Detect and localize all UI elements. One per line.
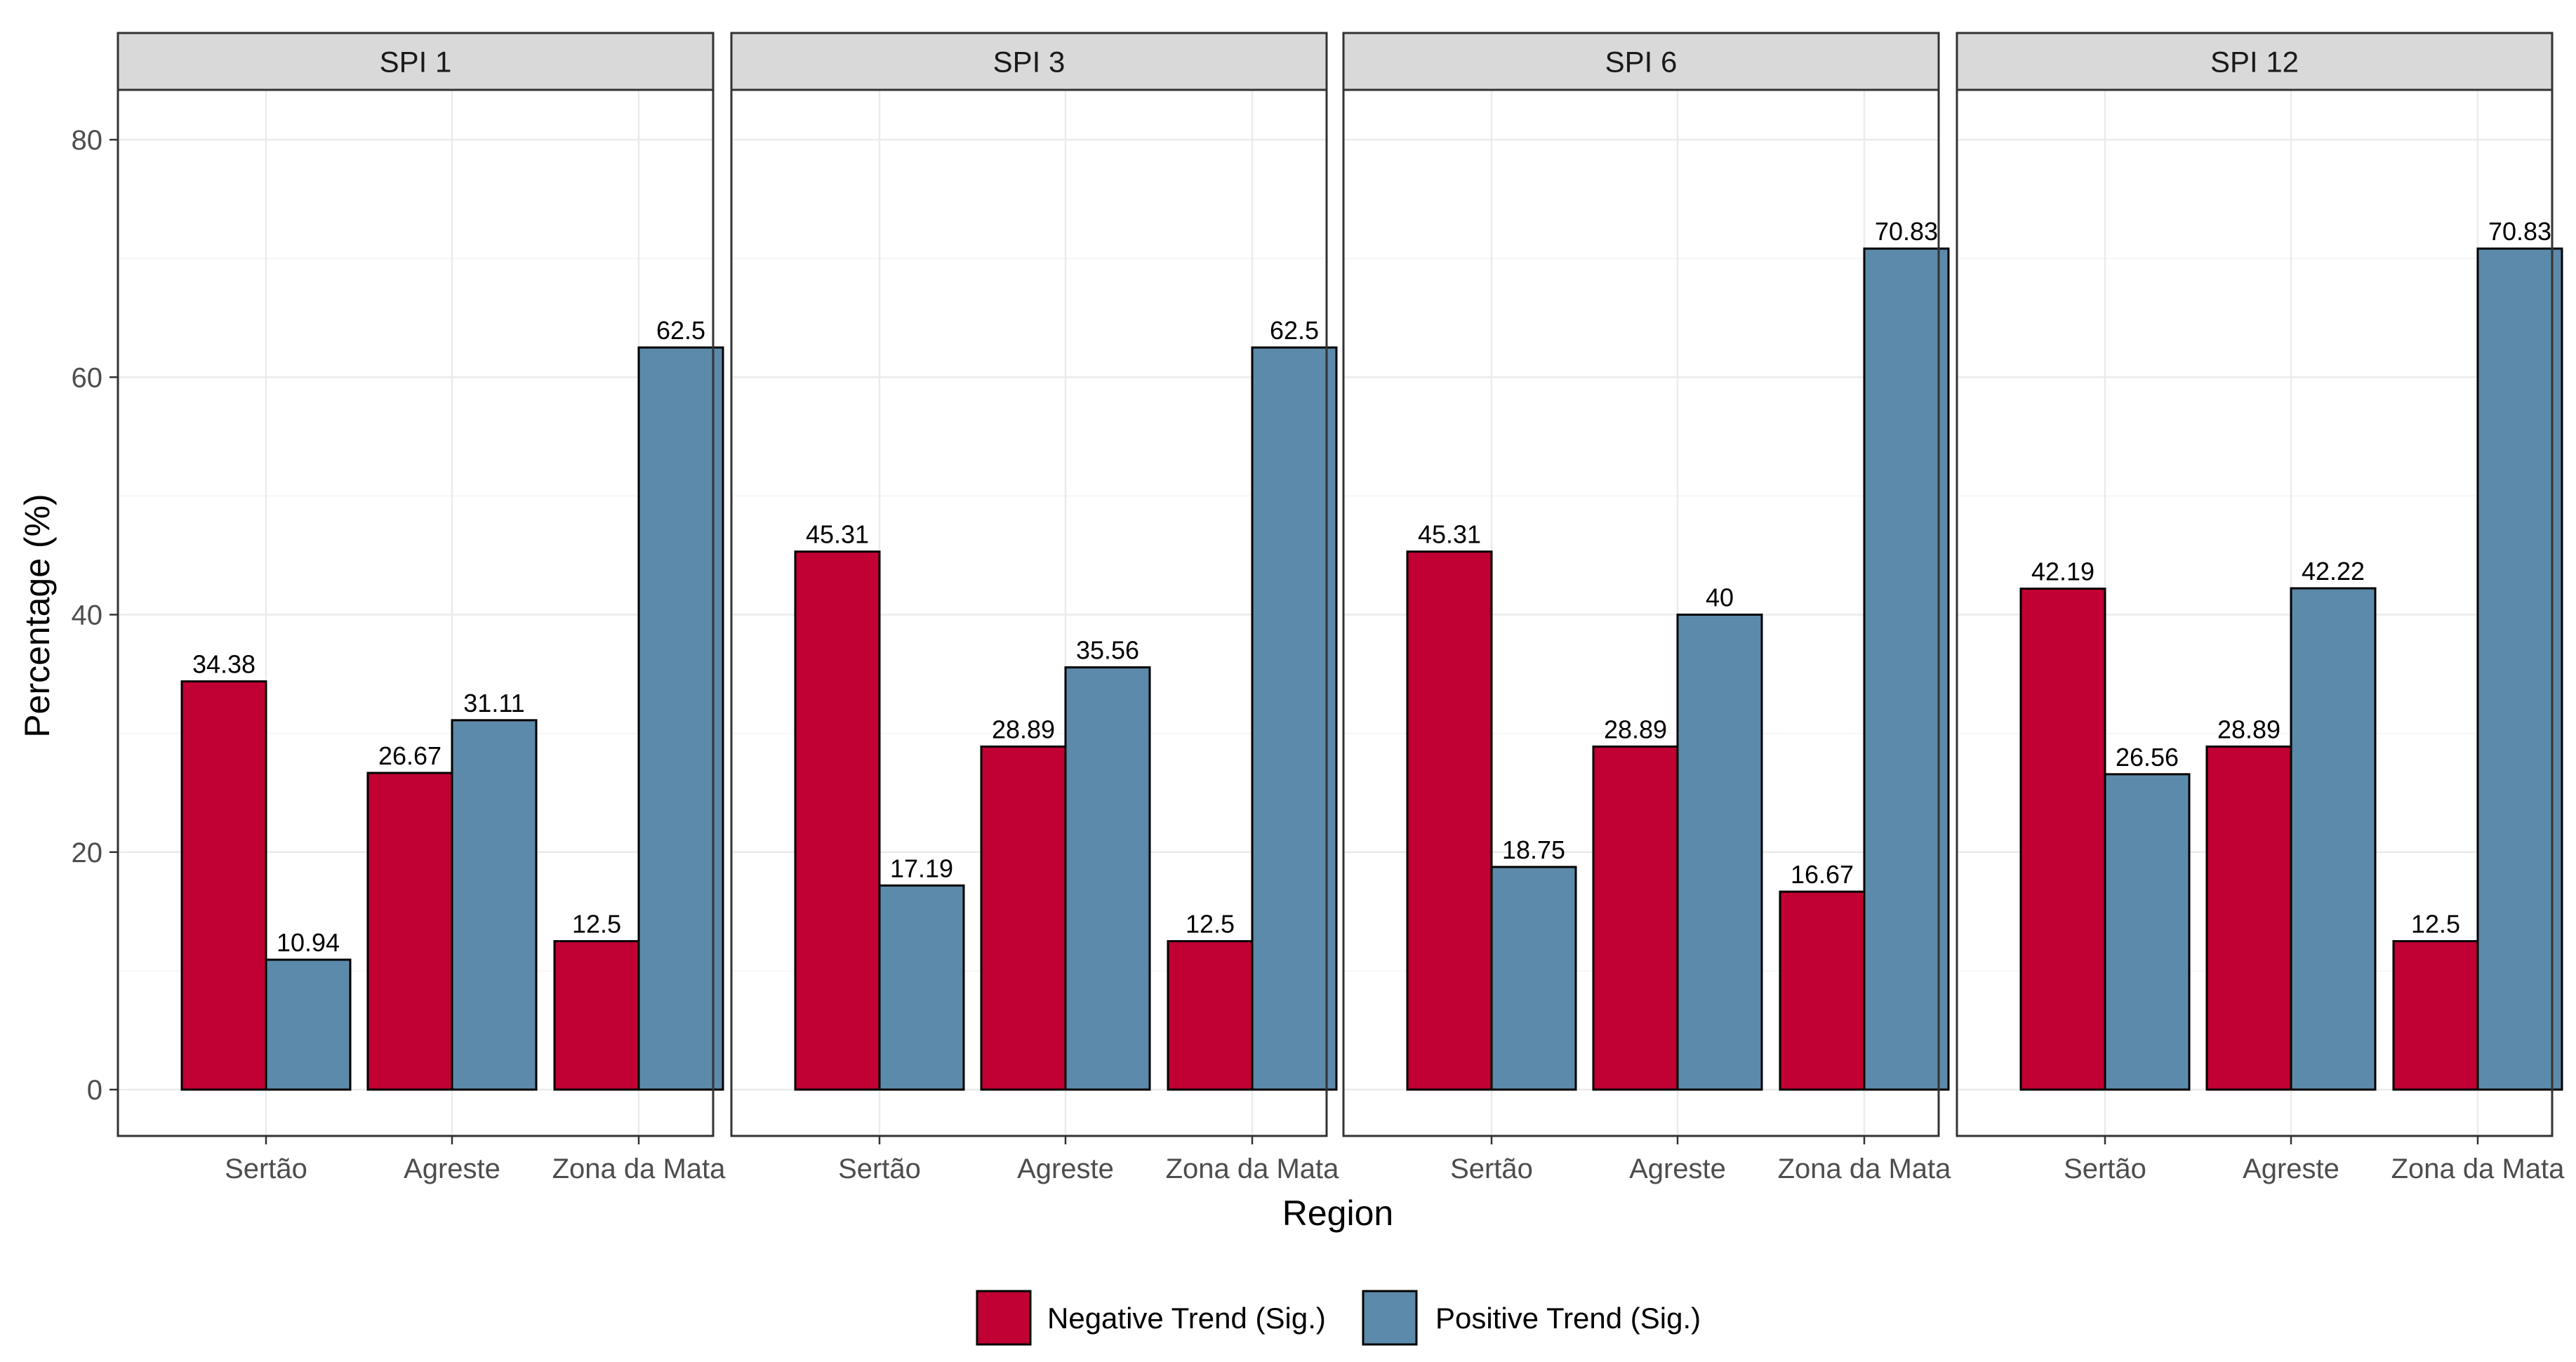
bar-value-label: 18.75 — [1502, 835, 1565, 864]
bar-value-label: 10.94 — [277, 928, 340, 957]
bar-positive-trend — [1490, 866, 1577, 1091]
bar-value-label: 28.89 — [992, 715, 1055, 743]
panel-spi-3: 45.31 17.19 28.89 35.56 12.5 62.5 SPI 3 Sertão A… — [730, 32, 1340, 1184]
legend-item-positive-trend: Positive Trend (Sig.) — [1362, 1290, 1701, 1346]
y-tick-label: 0 — [87, 1075, 102, 1106]
bar-value-label: 28.89 — [1604, 715, 1667, 743]
bar-positive-trend — [1251, 346, 1338, 1091]
legend-item-negative-trend: Negative Trend (Sig.) — [976, 1290, 1326, 1346]
bar-negative-trend — [2019, 587, 2106, 1091]
x-tick-label: Agreste — [1017, 1153, 1114, 1184]
bar-value-label: 17.19 — [890, 854, 953, 882]
legend-label: Negative Trend (Sig.) — [1047, 1302, 1326, 1335]
bar-value-label: 16.67 — [1791, 860, 1854, 889]
y-tick-label: 60 — [72, 362, 103, 393]
bar-negative-trend — [2205, 745, 2292, 1091]
bar-positive-trend — [265, 958, 352, 1091]
bar-value-label: 45.31 — [1418, 520, 1481, 549]
bar-value-label: 40 — [1706, 583, 1734, 612]
y-tick-label: 20 — [72, 838, 103, 868]
bar-value-label: 70.83 — [2488, 217, 2551, 246]
bar-negative-trend — [1779, 890, 1866, 1091]
bar-positive-trend — [2104, 773, 2191, 1091]
panel-spi-12: 42.19 26.56 28.89 42.22 12.5 70.83 SPI 12 Sertã… — [1956, 32, 2565, 1184]
x-axis-title: Region — [1282, 1194, 1393, 1233]
bar-value-label: 12.5 — [2411, 910, 2460, 939]
x-tick-label: Sertão — [225, 1153, 307, 1184]
bar-negative-trend — [553, 940, 640, 1091]
x-tick-label: Agreste — [404, 1153, 500, 1184]
legend-key — [1362, 1290, 1418, 1346]
bar-negative-trend — [794, 550, 881, 1091]
y-tick-label: 80 — [72, 125, 103, 156]
y-tick-label: 40 — [72, 600, 103, 631]
bar-positive-trend — [2476, 247, 2563, 1091]
bar-value-label: 62.5 — [1270, 316, 1319, 345]
bar-negative-trend — [2392, 940, 2479, 1091]
bar-value-label: 42.19 — [2031, 557, 2094, 586]
panel-border — [730, 88, 1328, 1137]
bar-value-label: 26.67 — [378, 741, 441, 770]
x-tick-label: Zona da Mata — [552, 1153, 726, 1184]
chart-panels: 34.38 10.94 26.67 31.11 12.5 62.5 SPI 1 Sertão A… — [72, 32, 2565, 1184]
bar-value-label: 31.11 — [463, 689, 524, 718]
panel-border — [117, 88, 715, 1137]
bar-value-label: 45.31 — [806, 520, 869, 549]
bar-value-label: 70.83 — [1875, 217, 1938, 246]
legend-key — [976, 1290, 1032, 1346]
x-tick-label: Sertão — [838, 1153, 921, 1184]
panel-border — [1342, 88, 1940, 1137]
bar-value-label: 34.38 — [192, 650, 255, 679]
bar-value-label: 35.56 — [1076, 636, 1139, 665]
bar-negative-trend — [980, 745, 1067, 1091]
bar-positive-trend — [1676, 614, 1763, 1091]
panel-spi-6: 45.31 18.75 28.89 40 16.67 70.83 SPI 6 Sertão Ag… — [1342, 32, 1952, 1184]
bar-negative-trend — [1406, 550, 1493, 1091]
facet-strip-label: SPI 12 — [2210, 46, 2299, 79]
bar-positive-trend — [1863, 247, 1950, 1091]
bar-positive-trend — [637, 346, 724, 1091]
x-tick-label: Zona da Mata — [2391, 1153, 2565, 1184]
facet-strip-label: SPI 3 — [993, 46, 1065, 79]
bar-positive-trend — [451, 719, 538, 1091]
bar-negative-trend — [366, 772, 453, 1091]
legend-label: Positive Trend (Sig.) — [1435, 1302, 1701, 1335]
panel-spi-1: 34.38 10.94 26.67 31.11 12.5 62.5 SPI 1 Sertão A… — [72, 32, 726, 1184]
bar-negative-trend — [180, 680, 267, 1091]
x-tick-label: Zona da Mata — [1166, 1153, 1340, 1184]
bar-value-label: 42.22 — [2302, 557, 2365, 586]
y-axis-title: Percentage (%) — [18, 494, 57, 737]
facet-strip-label: SPI 1 — [380, 46, 452, 79]
facet-strip — [1956, 32, 2554, 91]
bar-positive-trend — [2290, 587, 2377, 1091]
facet-strip-label: SPI 6 — [1605, 46, 1678, 79]
x-tick-label: Agreste — [2243, 1153, 2339, 1184]
bar-value-label: 12.5 — [1186, 910, 1235, 939]
x-tick-label: Zona da Mata — [1778, 1153, 1952, 1184]
bar-negative-trend — [1592, 745, 1679, 1091]
facet-strip — [117, 32, 715, 91]
x-tick-label: Agreste — [1629, 1153, 1726, 1184]
bar-value-label: 12.5 — [572, 910, 621, 939]
bar-negative-trend — [1167, 940, 1254, 1091]
bar-value-label: 62.5 — [656, 316, 705, 345]
facet-strip — [730, 32, 1328, 91]
legend: Negative Trend (Sig.) Positive Trend (Sig… — [976, 1290, 1701, 1346]
bar-value-label: 28.89 — [2217, 715, 2280, 743]
panel-border — [1956, 88, 2554, 1137]
bar-value-label: 26.56 — [2116, 743, 2179, 772]
x-tick-label: Sertão — [2064, 1153, 2146, 1184]
bar-positive-trend — [1064, 666, 1151, 1091]
facet-strip — [1342, 32, 1940, 91]
bar-positive-trend — [878, 884, 965, 1091]
x-tick-label: Sertão — [1450, 1153, 1533, 1184]
